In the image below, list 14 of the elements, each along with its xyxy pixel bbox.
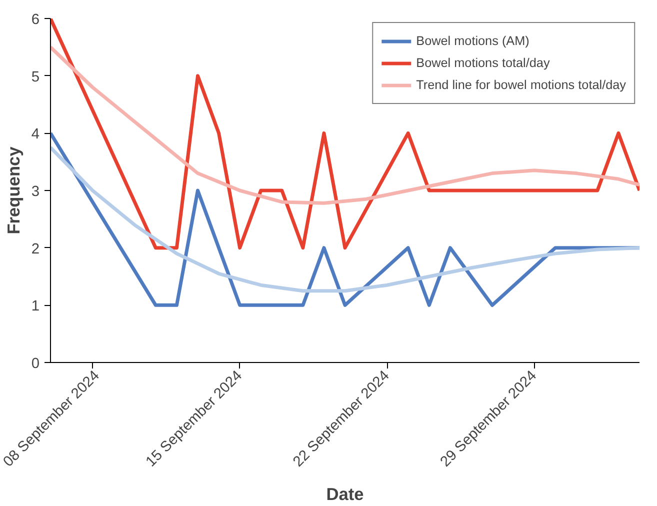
y-tick-label: 6	[31, 12, 40, 28]
legend-label: Bowel motions total/day	[416, 56, 550, 70]
line-series	[50, 18, 640, 250]
y-axis-title: Frequency	[3, 146, 24, 234]
legend-label: Bowel motions (AM)	[416, 34, 530, 48]
y-tick-label: 0	[31, 356, 40, 372]
y-tick-label: 5	[31, 69, 40, 86]
y-tick-label: 3	[31, 184, 40, 200]
line-series	[50, 146, 640, 293]
y-tick-label: 2	[31, 241, 40, 258]
y-tick-label: 1	[31, 298, 40, 315]
y-tick-label: 4	[31, 126, 40, 143]
legend-label: Trend line for bowel motions total/day	[416, 78, 626, 92]
x-axis-title: Date	[326, 484, 364, 504]
